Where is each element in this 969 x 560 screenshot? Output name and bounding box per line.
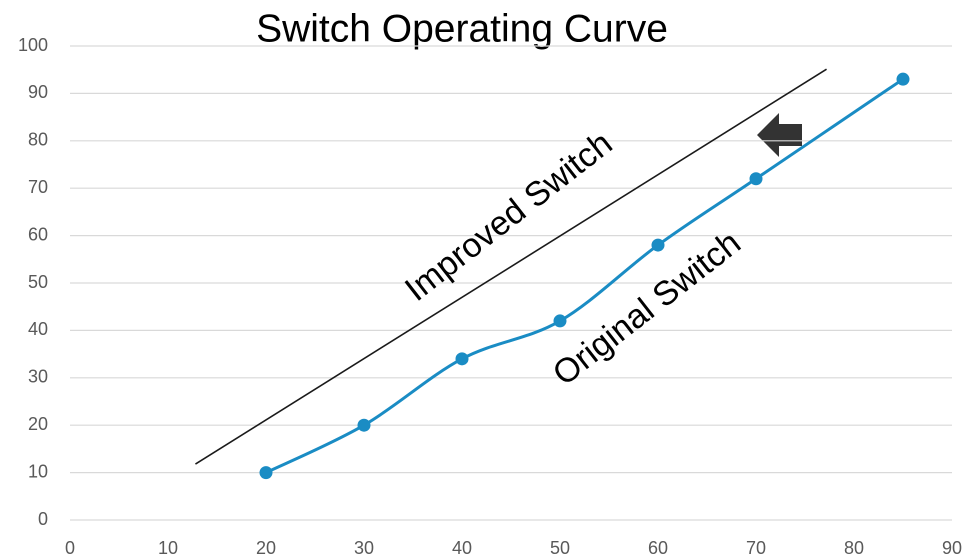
y-tick-label: 80 (28, 130, 48, 150)
x-tick-label: 90 (942, 538, 962, 558)
marker (357, 418, 371, 432)
y-tick-label: 90 (28, 82, 48, 102)
marker (749, 172, 763, 186)
y-tick-label: 30 (28, 367, 48, 387)
y-tick-label: 70 (28, 177, 48, 197)
chart-title: Switch Operating Curve (256, 7, 668, 50)
x-tick-label: 30 (354, 538, 374, 558)
x-tick-label: 10 (158, 538, 178, 558)
marker (651, 238, 665, 252)
x-tick-label: 40 (452, 538, 472, 558)
y-tick-label: 20 (28, 414, 48, 434)
marker (455, 352, 469, 366)
y-tick-label: 10 (28, 461, 48, 481)
x-tick-label: 60 (648, 538, 668, 558)
series-label: Original Switch (546, 224, 748, 394)
x-tick-label: 0 (65, 538, 75, 558)
y-tick-label: 0 (38, 509, 48, 529)
marker (896, 72, 910, 86)
y-tick-label: 50 (28, 272, 48, 292)
x-tick-label: 80 (844, 538, 864, 558)
series-label: Improved Switch (398, 124, 619, 309)
arrow (757, 113, 802, 157)
y-tick-label: 100 (18, 35, 48, 55)
y-tick-label: 40 (28, 319, 48, 339)
x-tick-label: 50 (550, 538, 570, 558)
series-line (195, 68, 827, 465)
marker (553, 314, 567, 328)
y-tick-label: 60 (28, 224, 48, 244)
x-tick-label: 20 (256, 538, 276, 558)
marker (259, 466, 273, 480)
x-tick-label: 70 (746, 538, 766, 558)
